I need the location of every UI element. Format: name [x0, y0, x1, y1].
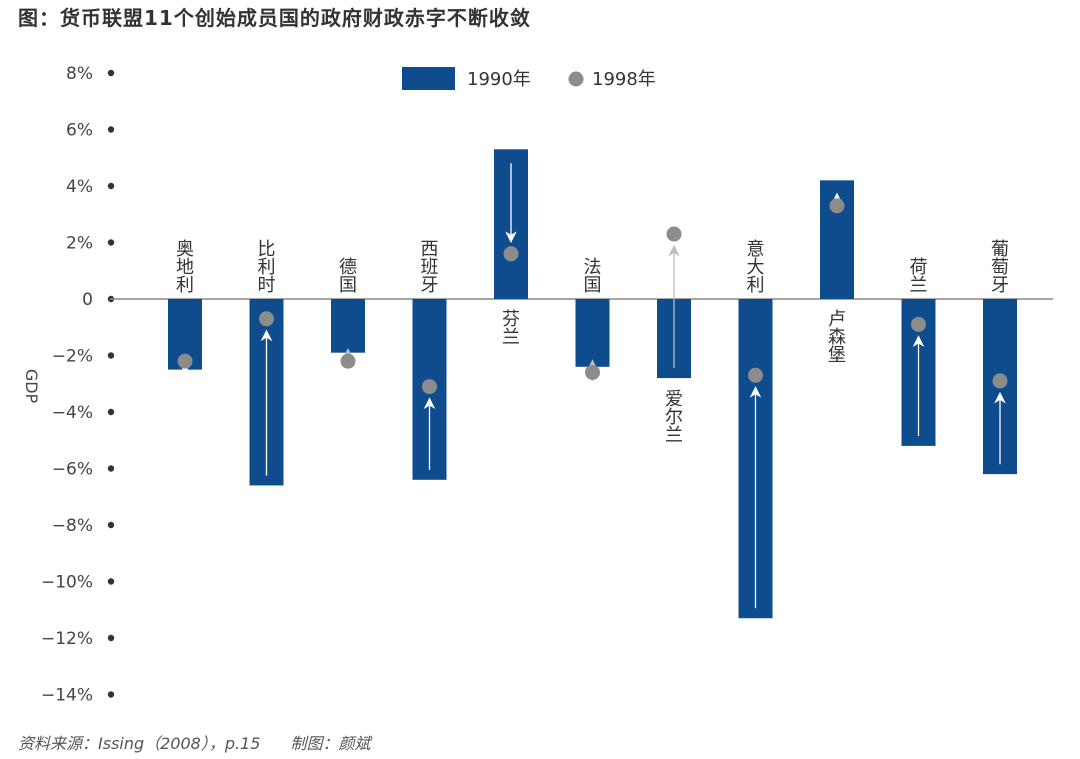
y-tick-label: −4% [52, 403, 93, 423]
dot-1998 [666, 226, 682, 242]
y-tick-mark [107, 352, 115, 359]
dot-1998 [503, 246, 519, 262]
source-note: 资料来源：Issing（2008），p.15 制图：颜斌 [18, 730, 370, 754]
y-tick-label: 8% [66, 64, 93, 84]
y-tick-label: 0 [82, 290, 93, 310]
y-tick-label: 6% [66, 121, 93, 141]
y-tick-mark [107, 69, 115, 77]
y-tick-mark [107, 521, 115, 529]
y-tick-label: −12% [41, 629, 93, 649]
chart-title: 图：货币联盟11个创始成员国的政府财政赤字不断收敛 [18, 6, 531, 30]
y-tick-label: −8% [52, 516, 93, 536]
legend-dot-label: 1998年 [592, 69, 656, 90]
y-tick-label: −2% [52, 347, 93, 367]
dot-1998 [911, 316, 926, 332]
country-label: 比利时 [258, 239, 276, 296]
dot-1998 [422, 379, 437, 395]
y-tick-mark [107, 239, 115, 246]
bar-1990 [575, 299, 610, 367]
y-tick-mark [107, 465, 115, 472]
dot-1998 [992, 373, 1008, 389]
dot-1998 [585, 364, 600, 380]
y-tick-mark [107, 578, 115, 585]
y-tick-mark [107, 126, 115, 133]
legend-dot-swatch [568, 71, 584, 87]
country-label: 爱尔兰 [665, 389, 683, 446]
dot-1998 [748, 367, 763, 383]
bar-1990 [331, 299, 365, 353]
country-label: 意大利 [747, 239, 765, 296]
legend-bar-label: 1990年 [467, 69, 531, 90]
country-label: 奥地利 [176, 239, 194, 296]
country-label: 芬兰 [502, 309, 520, 348]
legend-bar-swatch [402, 67, 455, 90]
dot-1998 [340, 353, 356, 369]
dot-1998 [829, 198, 845, 214]
y-axis-label: GDP [22, 369, 41, 404]
y-tick-label: 4% [66, 177, 93, 197]
y-tick-label: −14% [41, 686, 93, 706]
bar-1990 [820, 180, 854, 299]
country-label: 西班牙 [421, 239, 439, 296]
y-tick-mark [107, 408, 115, 416]
country-label: 葡萄牙 [991, 239, 1009, 296]
y-tick-mark [107, 691, 115, 698]
country-label: 卢森堡 [828, 309, 846, 366]
y-tick-label: 2% [66, 234, 93, 254]
country-label: 德国 [339, 257, 357, 296]
y-tick-mark [107, 182, 115, 190]
country-label: 荷兰 [910, 257, 928, 296]
y-tick-label: −10% [41, 573, 93, 593]
credit-text: 制图：颜斌 [290, 734, 371, 753]
country-label: 法国 [584, 257, 602, 296]
source-text: 资料来源：Issing（2008），p.15 [18, 734, 261, 753]
y-tick-label: −6% [52, 460, 93, 480]
dot-1998 [259, 311, 274, 327]
y-tick-mark [107, 634, 115, 642]
dot-1998 [177, 353, 193, 369]
